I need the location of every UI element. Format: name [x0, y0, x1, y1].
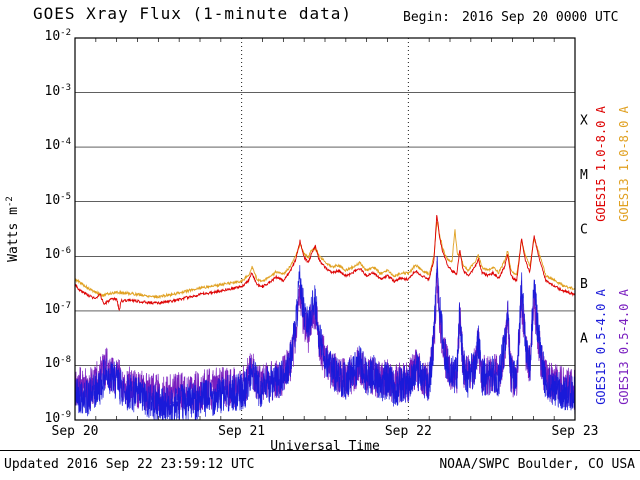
- series-goes13-1-0-8-0-a: [74, 221, 576, 300]
- begin-timestamp: Begin: 2016 Sep 20 0000 UTC: [403, 10, 619, 25]
- x-tick-label-sep-21: Sep 21: [218, 424, 266, 439]
- y-tick-label-1e-6: 10-6: [44, 246, 72, 263]
- y-tick-label-1e-9: 10-9: [44, 410, 72, 426]
- footer-source: NOAA/SWPC Boulder, CO USA: [439, 457, 635, 472]
- y-tick-label-1e-3: 10-3: [44, 82, 72, 99]
- legend-label-goes13-0-5-4-0-a: GOES13 0.5-4.0 A: [617, 289, 631, 405]
- begin-value: 2016 Sep 20 0000 UTC: [461, 10, 619, 25]
- y-tick-label-1e-7: 10-7: [44, 300, 72, 317]
- legend-label-goes15-0-5-4-0-a: GOES15 0.5-4.0 A: [594, 289, 608, 405]
- y-tick-label-1e-4: 10-4: [44, 137, 72, 154]
- y-tick-label-1e-2: 10-2: [44, 28, 72, 44]
- flare-class-label-c: C: [580, 223, 588, 238]
- x-tick-label-sep-22: Sep 22: [384, 424, 432, 439]
- legend-label-goes15-1-0-8-0-a: GOES15 1.0-8.0 A: [594, 106, 608, 222]
- legend-label-goes13-1-0-8-0-a: GOES13 1.0-8.0 A: [617, 106, 631, 222]
- y-tick-label-1e-5: 10-5: [44, 191, 72, 208]
- series-goes15-1-0-8-0-a: [74, 215, 576, 311]
- footer-updated-timestamp: Updated 2016 Sep 22 23:59:12 UTC: [4, 457, 255, 472]
- flare-class-label-m: M: [580, 168, 588, 183]
- begin-label: Begin:: [403, 10, 450, 25]
- x-tick-label-sep-20: Sep 20: [51, 424, 99, 439]
- plot-border: [74, 37, 576, 421]
- y-axis-title: Watts m-2: [5, 196, 21, 262]
- series-goes15-0-5-4-0-a: [74, 256, 576, 421]
- page-title: GOES Xray Flux (1-minute data): [33, 4, 352, 23]
- x-axis-title: Universal Time: [270, 439, 380, 454]
- flare-class-label-b: B: [580, 277, 588, 292]
- flare-class-label-x: X: [580, 113, 588, 128]
- flare-class-label-a: A: [580, 332, 588, 347]
- footer-divider: [0, 450, 640, 451]
- y-tick-label-1e-8: 10-8: [44, 355, 72, 372]
- x-tick-label-sep-23: Sep 23: [551, 424, 599, 439]
